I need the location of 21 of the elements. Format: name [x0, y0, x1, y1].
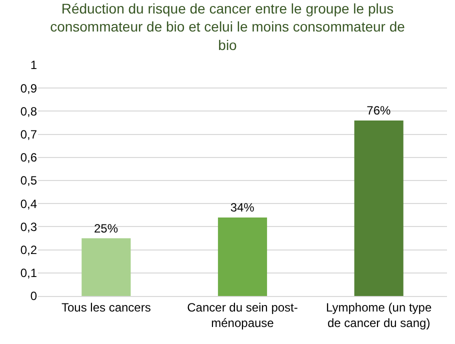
- bar: [354, 120, 404, 296]
- bar: [82, 238, 131, 296]
- y-tick-label: 0,4: [20, 196, 38, 211]
- y-tick-label: 0,9: [20, 81, 38, 96]
- x-tick-label: Tous les cancers: [61, 300, 151, 314]
- y-tick-label: 1: [30, 58, 38, 72]
- y-tick-label: 0,2: [20, 243, 38, 257]
- data-label: 25%: [94, 221, 118, 236]
- y-tick-label: 0,7: [20, 128, 38, 142]
- y-tick-label: 0,8: [20, 104, 38, 118]
- y-tick-label: 0,1: [20, 266, 38, 280]
- x-tick-label: Cancer du sein post-ménopause: [187, 300, 298, 330]
- y-tick-label: 0,3: [20, 220, 38, 234]
- y-tick-label: 0,5: [20, 174, 38, 188]
- chart-title: Réduction du risque de cancer entre le groupe le plus consommateur de bio et celui le moins consommateur de bio: [50, 0, 406, 53]
- data-label: 34%: [230, 200, 255, 214]
- bar: [218, 217, 268, 296]
- y-tick-label: 0,6: [20, 150, 38, 165]
- y-tick-label: 0: [30, 289, 38, 304]
- data-label: 76%: [366, 103, 392, 118]
- x-tick-label: Lymphome (un type de cancer du sang): [326, 300, 432, 330]
